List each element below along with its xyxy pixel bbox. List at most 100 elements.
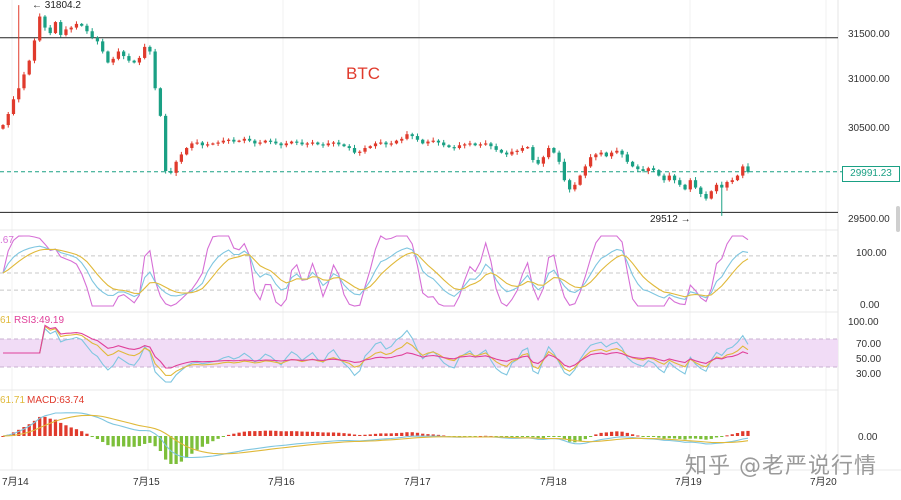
- macd-bar-41: [216, 436, 220, 439]
- macd-bar-29: [153, 436, 157, 447]
- candle-body-78: [410, 134, 414, 137]
- macd-dea-line: [2, 414, 749, 455]
- macd-bar-50: [263, 430, 267, 436]
- candle-body-92: [484, 143, 488, 145]
- candle-body-118: [620, 150, 624, 155]
- macd-bar-34: [179, 436, 184, 462]
- candle-body-2: [11, 99, 16, 114]
- macd-bar-114: [599, 432, 603, 436]
- macd-bar-6: [32, 420, 37, 436]
- macd-bar-70: [368, 434, 372, 436]
- candle-body-28: [148, 46, 152, 52]
- macd-bar-132: [693, 436, 698, 439]
- macd-bar-111: [583, 436, 587, 440]
- macd-bar-81: [426, 434, 430, 436]
- macd-bar-137: [720, 436, 724, 437]
- candle-body-54: [284, 143, 288, 146]
- macd-bar-18: [95, 436, 100, 440]
- candle-body-1: [6, 114, 10, 126]
- candle-body-123: [646, 168, 650, 171]
- macd-bar-73: [384, 433, 388, 436]
- macd-bar-120: [630, 434, 635, 436]
- candle-body-33: [174, 161, 178, 173]
- candle-body-108: [567, 180, 572, 190]
- macd-bar-32: [169, 436, 173, 464]
- macd-bar-17: [90, 436, 94, 437]
- rsi-tick-30: 30.00: [856, 369, 881, 380]
- candle-body-17: [90, 31, 94, 38]
- price-tick-29500: 29500.00: [848, 214, 890, 225]
- macd-bar-69: [363, 434, 367, 436]
- candle-body-117: [615, 150, 619, 153]
- macd-bar-107: [562, 436, 566, 440]
- candle-body-72: [379, 142, 383, 144]
- candle-body-86: [452, 147, 456, 149]
- candle-body-128: [672, 175, 677, 181]
- macd-bar-63: [331, 432, 336, 436]
- candle-body-45: [237, 140, 241, 142]
- candle-body-102: [536, 159, 540, 164]
- macd-bar-135: [709, 436, 713, 439]
- candle-body-68: [358, 151, 362, 153]
- rsi-tick-70: 70.00: [856, 339, 881, 350]
- macd-tick-0: 0.00: [858, 432, 878, 443]
- price-axis-scroll-handle[interactable]: [896, 206, 900, 232]
- candle-body-6: [32, 40, 37, 61]
- macd-bar-36: [190, 436, 194, 454]
- macd-bar-45: [237, 432, 241, 436]
- macd-bar-57: [300, 431, 304, 436]
- macd-bar-58: [305, 431, 309, 436]
- rsi-readout: RSI3:49.19: [14, 315, 64, 326]
- macd-bar-106: [557, 436, 561, 437]
- kdj-tick-100: 100.00: [856, 248, 887, 259]
- macd-bar-67: [352, 434, 357, 436]
- candle-body-9: [48, 27, 52, 34]
- macd-bar-42: [221, 436, 225, 437]
- candle-body-11: [59, 22, 63, 35]
- macd-bar-44: [232, 433, 236, 436]
- rsi-tick-50: 50.00: [856, 354, 881, 365]
- macd-bar-142: [746, 430, 750, 436]
- macd-bar-56: [295, 431, 299, 436]
- candle-body-59: [310, 142, 315, 144]
- current-price-tag: 29991.23: [842, 166, 900, 182]
- candle-body-66: [347, 146, 351, 149]
- macd-bar-59: [310, 431, 315, 436]
- candle-body-83: [436, 140, 441, 143]
- macd-bar-7: [38, 416, 42, 436]
- macd-bar-65: [342, 433, 346, 436]
- macd-dif-line: [2, 412, 749, 459]
- macd-bar-55: [289, 431, 294, 436]
- macd-readout: MACD:63.74: [27, 395, 85, 406]
- macd-bar-102: [536, 436, 540, 439]
- macd-bar-5: [27, 424, 31, 436]
- macd-bar-60: [316, 432, 320, 436]
- time-tick-0716: 7月16: [268, 476, 295, 488]
- candle-body-38: [200, 142, 204, 146]
- macd-bar-108: [567, 436, 572, 442]
- macd-bar-125: [657, 436, 661, 438]
- macd-bar-118: [620, 431, 624, 436]
- candle-body-26: [137, 57, 142, 63]
- candle-body-122: [641, 169, 645, 171]
- macd-bar-62: [326, 432, 330, 436]
- candle-body-79: [415, 136, 420, 140]
- macd-bar-27: [143, 436, 147, 444]
- candle-body-37: [195, 142, 199, 144]
- candle-body-73: [384, 142, 388, 145]
- macd-bar-51: [268, 430, 273, 436]
- macd-bar-121: [636, 435, 640, 437]
- candle-body-85: [447, 145, 451, 148]
- candle-body-13: [69, 27, 73, 30]
- low-price-label: 29512 →: [650, 214, 691, 225]
- kdj-k-line: [2, 245, 749, 301]
- candle-body-32: [169, 171, 173, 173]
- candle-body-109: [573, 184, 577, 190]
- candle-body-119: [625, 154, 629, 162]
- candle-body-104: [547, 148, 551, 158]
- candle-body-120: [630, 161, 635, 167]
- macd-bar-24: [127, 436, 131, 447]
- kdj-j-line: [2, 235, 749, 307]
- candle-body-87: [457, 145, 462, 149]
